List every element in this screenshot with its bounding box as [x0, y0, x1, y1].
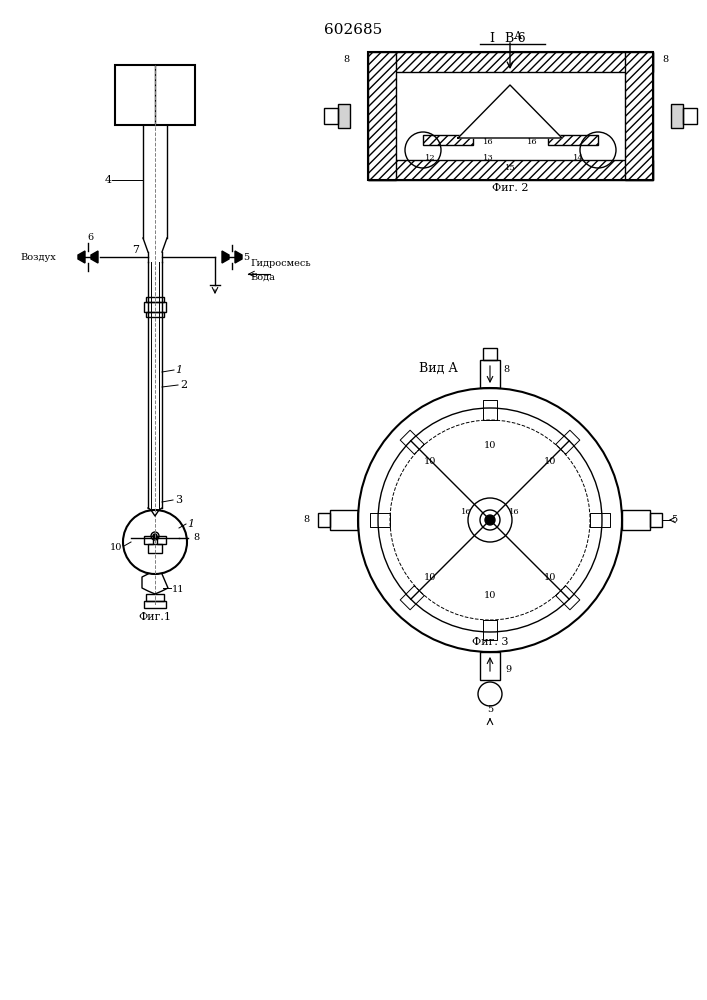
- Bar: [368, 52, 396, 180]
- Text: 15: 15: [505, 164, 515, 172]
- Text: 16: 16: [461, 508, 472, 516]
- Bar: [146, 297, 164, 302]
- Text: Фиг.1: Фиг.1: [139, 612, 172, 622]
- Bar: [324, 108, 338, 124]
- Bar: [144, 302, 166, 312]
- Text: 3: 3: [175, 495, 182, 505]
- Polygon shape: [91, 251, 98, 263]
- Text: 10: 10: [544, 574, 556, 582]
- Text: Фиг. 2: Фиг. 2: [492, 183, 528, 193]
- Text: 5: 5: [243, 252, 249, 261]
- Text: 4: 4: [105, 175, 112, 185]
- Text: Фиг. 3: Фиг. 3: [472, 637, 508, 647]
- Bar: [480, 360, 500, 388]
- Polygon shape: [235, 251, 242, 263]
- Text: 10: 10: [544, 458, 556, 466]
- Bar: [650, 513, 662, 527]
- Text: B-6: B-6: [504, 31, 526, 44]
- Circle shape: [485, 515, 495, 525]
- Bar: [368, 52, 653, 72]
- Bar: [625, 52, 653, 180]
- Bar: [338, 104, 350, 128]
- Bar: [548, 135, 598, 145]
- Text: 8: 8: [303, 516, 309, 524]
- Bar: [368, 52, 653, 180]
- Text: 13: 13: [483, 154, 493, 162]
- Text: 5: 5: [487, 706, 493, 714]
- Bar: [157, 536, 166, 544]
- Bar: [480, 652, 500, 680]
- Polygon shape: [78, 251, 85, 263]
- Text: 1: 1: [187, 519, 194, 529]
- Bar: [148, 544, 162, 553]
- Text: 10: 10: [110, 544, 122, 552]
- Text: Вода: Вода: [250, 272, 275, 282]
- Text: 16: 16: [483, 138, 493, 146]
- Text: Гидросмесь: Гидросмесь: [250, 259, 310, 268]
- Text: А: А: [514, 31, 522, 41]
- Bar: [146, 312, 164, 317]
- Text: I: I: [489, 31, 494, 44]
- Text: 9: 9: [505, 666, 511, 674]
- Text: 7: 7: [132, 245, 139, 255]
- Text: 8: 8: [503, 365, 509, 374]
- Bar: [146, 594, 164, 601]
- Bar: [330, 510, 358, 530]
- Bar: [683, 108, 697, 124]
- Text: 11: 11: [172, 585, 185, 594]
- Text: 602685: 602685: [324, 23, 382, 37]
- Bar: [671, 104, 683, 128]
- Polygon shape: [222, 251, 229, 263]
- Text: 10: 10: [484, 440, 496, 450]
- Text: 16: 16: [527, 138, 537, 146]
- Text: 2: 2: [180, 380, 187, 390]
- Bar: [115, 65, 195, 125]
- Bar: [622, 510, 650, 530]
- Text: 10: 10: [484, 590, 496, 599]
- Bar: [368, 160, 653, 180]
- Bar: [483, 348, 497, 360]
- Text: 8: 8: [193, 534, 199, 542]
- Text: Вид А: Вид А: [419, 361, 457, 374]
- Polygon shape: [458, 85, 562, 138]
- Text: 12: 12: [425, 154, 436, 162]
- Text: 10: 10: [423, 458, 436, 466]
- Bar: [144, 601, 166, 608]
- Text: 8: 8: [343, 55, 349, 64]
- Text: 8: 8: [662, 55, 668, 64]
- Text: 6: 6: [87, 232, 93, 241]
- Circle shape: [153, 534, 157, 538]
- Bar: [318, 513, 330, 527]
- Text: 14: 14: [573, 154, 583, 162]
- Text: 1: 1: [175, 365, 182, 375]
- Text: 16: 16: [509, 508, 520, 516]
- Text: 10: 10: [423, 574, 436, 582]
- Bar: [423, 135, 473, 145]
- Bar: [144, 536, 153, 544]
- Text: 5: 5: [671, 516, 677, 524]
- Text: Воздух: Воздух: [21, 252, 56, 261]
